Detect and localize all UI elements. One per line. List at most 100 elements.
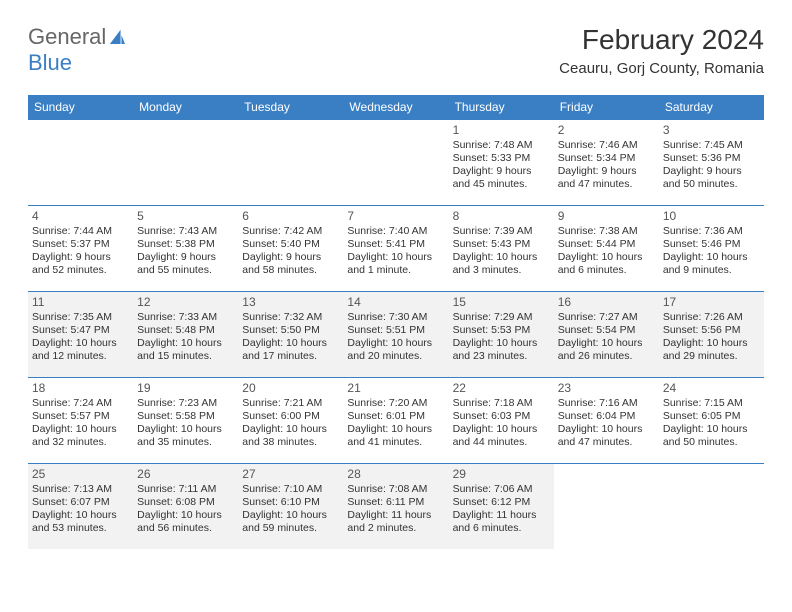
day-daylight1: Daylight: 10 hours: [558, 251, 655, 264]
day-daylight2: and 17 minutes.: [242, 350, 339, 363]
day-number: 12: [137, 295, 234, 310]
day-cell: 8Sunrise: 7:39 AMSunset: 5:43 PMDaylight…: [449, 206, 554, 292]
day-sunrise: Sunrise: 7:42 AM: [242, 225, 339, 238]
day-sunset: Sunset: 5:43 PM: [453, 238, 550, 251]
day-cell: 19Sunrise: 7:23 AMSunset: 5:58 PMDayligh…: [133, 378, 238, 464]
day-cell: 17Sunrise: 7:26 AMSunset: 5:56 PMDayligh…: [659, 292, 764, 378]
day-sunset: Sunset: 5:51 PM: [347, 324, 444, 337]
day-daylight2: and 53 minutes.: [32, 522, 129, 535]
day-number: 9: [558, 209, 655, 224]
day-daylight2: and 50 minutes.: [663, 436, 760, 449]
day-sunset: Sunset: 6:07 PM: [32, 496, 129, 509]
day-daylight2: and 2 minutes.: [347, 522, 444, 535]
day-sunset: Sunset: 6:08 PM: [137, 496, 234, 509]
week-row: 1Sunrise: 7:48 AMSunset: 5:33 PMDaylight…: [28, 120, 764, 206]
day-sunset: Sunset: 6:12 PM: [453, 496, 550, 509]
day-sunrise: Sunrise: 7:38 AM: [558, 225, 655, 238]
day-daylight1: Daylight: 10 hours: [32, 509, 129, 522]
day-number: 15: [453, 295, 550, 310]
day-sunrise: Sunrise: 7:30 AM: [347, 311, 444, 324]
title-block: February 2024 Ceauru, Gorj County, Roman…: [559, 24, 764, 77]
day-daylight1: Daylight: 10 hours: [242, 337, 339, 350]
month-title: February 2024: [559, 24, 764, 56]
day-cell: 11Sunrise: 7:35 AMSunset: 5:47 PMDayligh…: [28, 292, 133, 378]
day-daylight1: Daylight: 10 hours: [453, 423, 550, 436]
day-number: 1: [453, 123, 550, 138]
calendar-table: Sunday Monday Tuesday Wednesday Thursday…: [28, 95, 764, 549]
day-daylight2: and 45 minutes.: [453, 178, 550, 191]
day-daylight1: Daylight: 10 hours: [663, 423, 760, 436]
day-sunrise: Sunrise: 7:48 AM: [453, 139, 550, 152]
location: Ceauru, Gorj County, Romania: [559, 60, 764, 77]
day-number: 6: [242, 209, 339, 224]
day-cell: 5Sunrise: 7:43 AMSunset: 5:38 PMDaylight…: [133, 206, 238, 292]
week-row: 4Sunrise: 7:44 AMSunset: 5:37 PMDaylight…: [28, 206, 764, 292]
day-header: Thursday: [449, 95, 554, 120]
day-number: 5: [137, 209, 234, 224]
day-sunset: Sunset: 6:05 PM: [663, 410, 760, 423]
day-header: Saturday: [659, 95, 764, 120]
day-sunset: Sunset: 5:33 PM: [453, 152, 550, 165]
day-cell: [238, 120, 343, 206]
day-daylight2: and 58 minutes.: [242, 264, 339, 277]
day-sunset: Sunset: 5:36 PM: [663, 152, 760, 165]
day-daylight1: Daylight: 10 hours: [347, 337, 444, 350]
day-number: 16: [558, 295, 655, 310]
day-daylight2: and 47 minutes.: [558, 178, 655, 191]
day-sunrise: Sunrise: 7:13 AM: [32, 483, 129, 496]
day-cell: 22Sunrise: 7:18 AMSunset: 6:03 PMDayligh…: [449, 378, 554, 464]
day-daylight1: Daylight: 10 hours: [137, 337, 234, 350]
day-number: 22: [453, 381, 550, 396]
calendar-page: GeneralBlue February 2024 Ceauru, Gorj C…: [0, 0, 792, 573]
day-cell: 13Sunrise: 7:32 AMSunset: 5:50 PMDayligh…: [238, 292, 343, 378]
day-daylight1: Daylight: 10 hours: [32, 337, 129, 350]
day-cell: 27Sunrise: 7:10 AMSunset: 6:10 PMDayligh…: [238, 464, 343, 550]
day-sunset: Sunset: 5:57 PM: [32, 410, 129, 423]
day-sunset: Sunset: 5:56 PM: [663, 324, 760, 337]
day-sunset: Sunset: 5:44 PM: [558, 238, 655, 251]
day-sunset: Sunset: 5:58 PM: [137, 410, 234, 423]
day-cell: 20Sunrise: 7:21 AMSunset: 6:00 PMDayligh…: [238, 378, 343, 464]
day-sunset: Sunset: 5:38 PM: [137, 238, 234, 251]
day-daylight2: and 52 minutes.: [32, 264, 129, 277]
day-daylight1: Daylight: 9 hours: [137, 251, 234, 264]
day-sunrise: Sunrise: 7:24 AM: [32, 397, 129, 410]
day-cell: 23Sunrise: 7:16 AMSunset: 6:04 PMDayligh…: [554, 378, 659, 464]
day-number: 7: [347, 209, 444, 224]
day-sunrise: Sunrise: 7:36 AM: [663, 225, 760, 238]
day-cell: 28Sunrise: 7:08 AMSunset: 6:11 PMDayligh…: [343, 464, 448, 550]
day-cell: [554, 464, 659, 550]
day-sunrise: Sunrise: 7:27 AM: [558, 311, 655, 324]
day-number: 4: [32, 209, 129, 224]
day-sunrise: Sunrise: 7:11 AM: [137, 483, 234, 496]
day-sunset: Sunset: 6:10 PM: [242, 496, 339, 509]
day-daylight1: Daylight: 9 hours: [242, 251, 339, 264]
day-daylight2: and 15 minutes.: [137, 350, 234, 363]
day-daylight2: and 29 minutes.: [663, 350, 760, 363]
day-cell: 26Sunrise: 7:11 AMSunset: 6:08 PMDayligh…: [133, 464, 238, 550]
day-cell: 7Sunrise: 7:40 AMSunset: 5:41 PMDaylight…: [343, 206, 448, 292]
day-sunset: Sunset: 5:50 PM: [242, 324, 339, 337]
day-cell: [133, 120, 238, 206]
day-header-row: Sunday Monday Tuesday Wednesday Thursday…: [28, 95, 764, 120]
day-daylight2: and 50 minutes.: [663, 178, 760, 191]
day-sunset: Sunset: 5:54 PM: [558, 324, 655, 337]
day-daylight1: Daylight: 10 hours: [453, 337, 550, 350]
day-daylight1: Daylight: 10 hours: [32, 423, 129, 436]
day-daylight2: and 1 minute.: [347, 264, 444, 277]
day-number: 28: [347, 467, 444, 482]
day-sunset: Sunset: 5:53 PM: [453, 324, 550, 337]
day-daylight2: and 26 minutes.: [558, 350, 655, 363]
day-daylight2: and 47 minutes.: [558, 436, 655, 449]
day-number: 13: [242, 295, 339, 310]
day-number: 24: [663, 381, 760, 396]
day-daylight2: and 12 minutes.: [32, 350, 129, 363]
day-cell: 4Sunrise: 7:44 AMSunset: 5:37 PMDaylight…: [28, 206, 133, 292]
day-header: Monday: [133, 95, 238, 120]
day-sunrise: Sunrise: 7:15 AM: [663, 397, 760, 410]
week-row: 18Sunrise: 7:24 AMSunset: 5:57 PMDayligh…: [28, 378, 764, 464]
day-daylight2: and 3 minutes.: [453, 264, 550, 277]
day-sunrise: Sunrise: 7:06 AM: [453, 483, 550, 496]
day-sunset: Sunset: 6:00 PM: [242, 410, 339, 423]
day-sunset: Sunset: 6:03 PM: [453, 410, 550, 423]
